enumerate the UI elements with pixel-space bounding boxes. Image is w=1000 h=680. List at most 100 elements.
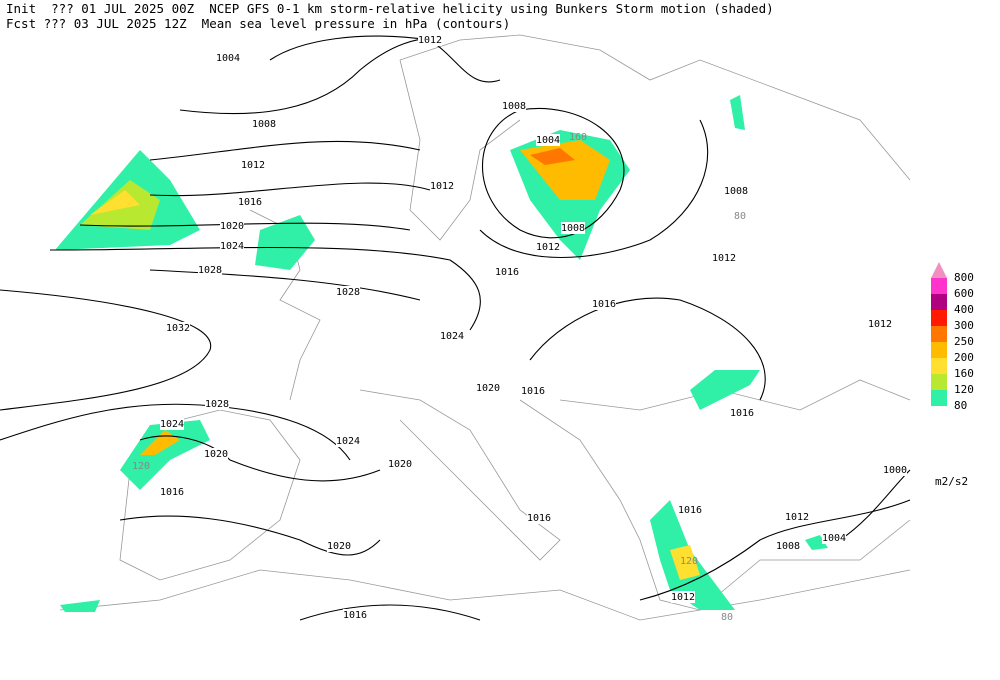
- legend-label: 400: [954, 303, 974, 316]
- legend-swatch: [931, 262, 947, 278]
- label-backing: [220, 220, 244, 232]
- isobar-label: 1020: [476, 383, 500, 394]
- label-backing: [327, 540, 351, 552]
- legend-swatch: [931, 294, 947, 310]
- legend-label: 120: [954, 383, 974, 396]
- isobar-label: 1004: [822, 533, 846, 544]
- isobar-label: 1012: [418, 35, 442, 46]
- isobar-label: 1016: [678, 505, 702, 516]
- isobar-label: 1008: [252, 119, 276, 130]
- isobar-label: 1020: [327, 541, 351, 552]
- isobar-label: 1012: [241, 160, 265, 171]
- label-backing: [241, 159, 265, 171]
- label-backing: [678, 504, 702, 516]
- label-backing: [430, 180, 454, 192]
- helicity-label: 120: [132, 461, 150, 472]
- isobar-label: 1024: [336, 436, 360, 447]
- isobar-label: 1012: [712, 253, 736, 264]
- label-backing: [160, 486, 184, 498]
- isobar-label: 1028: [336, 287, 360, 298]
- isobar-label: 1016: [730, 408, 754, 419]
- isobar-label: 1008: [724, 186, 748, 197]
- legend: 800 600 400 300 250 200 160 120 80 m2/s2: [931, 262, 974, 488]
- legend-label: 80: [954, 399, 967, 412]
- isobar-label: 1008: [776, 541, 800, 552]
- label-backing: [883, 464, 907, 476]
- isobar-label: 1024: [440, 331, 464, 342]
- label-backing: [216, 52, 240, 64]
- isobar-label: 1024: [160, 419, 184, 430]
- label-backing: [166, 322, 190, 334]
- isobar-label: 1020: [388, 459, 412, 470]
- isobar-label: 1008: [561, 223, 585, 234]
- label-backing: [238, 196, 262, 208]
- label-backing: [336, 286, 360, 298]
- label-backing: [388, 458, 412, 470]
- legend-swatch: [931, 310, 947, 326]
- isobar-label: 1028: [198, 265, 222, 276]
- legend-label: 200: [954, 351, 974, 364]
- label-backing: [536, 241, 560, 253]
- label-backing: [527, 512, 551, 524]
- isobar-label: 1016: [238, 197, 262, 208]
- legend-label: 300: [954, 319, 974, 332]
- isobars: [0, 35, 911, 621]
- isobar-label: 1012: [430, 181, 454, 192]
- label-backing: [204, 448, 228, 460]
- label-backing: [521, 385, 545, 397]
- legend-label: 250: [954, 335, 974, 348]
- isobar-label: 1004: [536, 135, 560, 146]
- isobar-label: 1008: [502, 101, 526, 112]
- isobar-label: 1016: [160, 487, 184, 498]
- isobar-label: 1020: [220, 221, 244, 232]
- isobar-label: 1024: [220, 241, 244, 252]
- label-backing: [205, 398, 229, 410]
- helicity-label: 80: [721, 612, 733, 623]
- label-backing: [160, 418, 184, 430]
- legend-label: 800: [954, 271, 974, 284]
- header-line: Fcst ??? 03 JUL 2025 12Z Mean sea level …: [6, 16, 510, 31]
- legend-swatch: [931, 326, 947, 342]
- helicity-label: 80: [734, 211, 746, 222]
- isobar-label: 1016: [343, 610, 367, 621]
- isobar-label: 1016: [521, 386, 545, 397]
- isobar-label: 1012: [536, 242, 560, 253]
- label-backing: [776, 540, 800, 552]
- isobar-label: 1004: [216, 53, 240, 64]
- legend-swatch: [931, 278, 947, 294]
- legend-swatch: [931, 390, 947, 406]
- label-backing: [785, 511, 809, 523]
- isobar-label: 1000: [883, 465, 907, 476]
- helicity-label: 160: [569, 132, 587, 143]
- isobar-label: 1020: [204, 449, 228, 460]
- legend-label: 600: [954, 287, 974, 300]
- label-backing: [252, 118, 276, 130]
- label-backing: [868, 318, 892, 330]
- isobar-label: 1032: [166, 323, 190, 334]
- legend-label: 160: [954, 367, 974, 380]
- isobar-label: 1012: [868, 319, 892, 330]
- label-backing: [343, 609, 367, 621]
- label-backing: [476, 382, 500, 394]
- label-backing: [712, 252, 736, 264]
- label-backing: [502, 100, 526, 112]
- label-backing: [495, 266, 519, 278]
- label-backing: [592, 298, 616, 310]
- label-backing: [220, 240, 244, 252]
- isobar-label: 1028: [205, 399, 229, 410]
- isobar-label: 1012: [671, 592, 695, 603]
- isobar-label: 1012: [785, 512, 809, 523]
- legend-swatch: [931, 374, 947, 390]
- legend-swatch: [931, 358, 947, 374]
- label-backing: [336, 435, 360, 447]
- isobar-label: 1016: [592, 299, 616, 310]
- label-backing: [418, 34, 442, 46]
- label-backing: [561, 222, 585, 234]
- helicity-shading: [55, 95, 828, 612]
- isobar-label: 1016: [495, 267, 519, 278]
- isobar-label: 1016: [527, 513, 551, 524]
- map-labels: 1012100410081012101610201024102810281032…: [132, 34, 907, 623]
- legend-swatch: [931, 342, 947, 358]
- legend-unit: m2/s2: [935, 475, 968, 488]
